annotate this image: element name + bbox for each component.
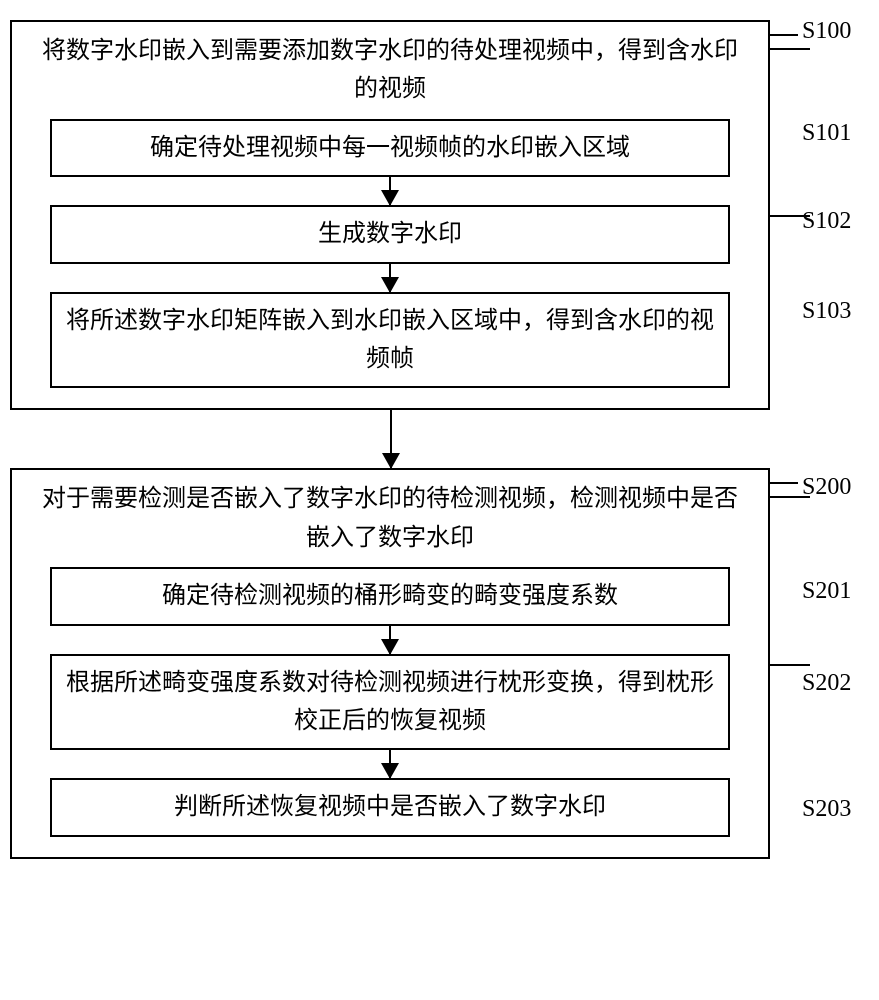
leader-line <box>770 34 798 36</box>
step-s102: 生成数字水印 <box>50 205 730 263</box>
group1-title: 将数字水印嵌入到需要添加数字水印的待处理视频中，得到含水印的视频 <box>42 32 738 109</box>
arrow-down <box>389 750 391 778</box>
label-s103: S103 <box>802 298 851 325</box>
label-s100: S100 <box>802 18 851 45</box>
step-text: 将所述数字水印矩阵嵌入到水印嵌入区域中，得到含水印的视频帧 <box>66 308 714 372</box>
step-text: 生成数字水印 <box>318 221 462 247</box>
arrow-down <box>389 264 391 292</box>
step-s103: 将所述数字水印矩阵嵌入到水印嵌入区域中，得到含水印的视频帧 <box>50 292 730 389</box>
label-s101: S101 <box>802 120 851 147</box>
step-s201: 确定待检测视频的桶形畸变的畸变强度系数 <box>50 567 730 625</box>
step-text: 判断所述恢复视频中是否嵌入了数字水印 <box>174 794 606 820</box>
leader-line <box>770 48 810 50</box>
leader-line <box>770 664 810 666</box>
label-s201: S201 <box>802 578 851 605</box>
label-s200: S200 <box>802 474 851 501</box>
label-s102: S102 <box>802 208 851 235</box>
step-text: 确定待处理视频中每一视频帧的水印嵌入区域 <box>150 135 630 161</box>
group2-title: 对于需要检测是否嵌入了数字水印的待检测视频，检测视频中是否嵌入了数字水印 <box>42 480 738 557</box>
arrow-between-groups <box>390 410 392 468</box>
step-text: 根据所述畸变强度系数对待检测视频进行枕形变换，得到枕形校正后的恢复视频 <box>66 670 714 734</box>
step-s101: 确定待处理视频中每一视频帧的水印嵌入区域 <box>50 119 730 177</box>
arrow-down <box>389 177 391 205</box>
label-s202: S202 <box>802 670 851 697</box>
group-s200: 对于需要检测是否嵌入了数字水印的待检测视频，检测视频中是否嵌入了数字水印 确定待… <box>10 468 770 858</box>
step-text: 确定待检测视频的桶形畸变的畸变强度系数 <box>162 583 618 609</box>
flowchart-canvas: 将数字水印嵌入到需要添加数字水印的待处理视频中，得到含水印的视频 确定待处理视频… <box>10 20 870 859</box>
label-s203: S203 <box>802 796 851 823</box>
arrow-down <box>389 626 391 654</box>
step-s203: 判断所述恢复视频中是否嵌入了数字水印 <box>50 778 730 836</box>
group-s100: 将数字水印嵌入到需要添加数字水印的待处理视频中，得到含水印的视频 确定待处理视频… <box>10 20 770 410</box>
leader-line <box>770 482 798 484</box>
step-s202: 根据所述畸变强度系数对待检测视频进行枕形变换，得到枕形校正后的恢复视频 <box>50 654 730 751</box>
